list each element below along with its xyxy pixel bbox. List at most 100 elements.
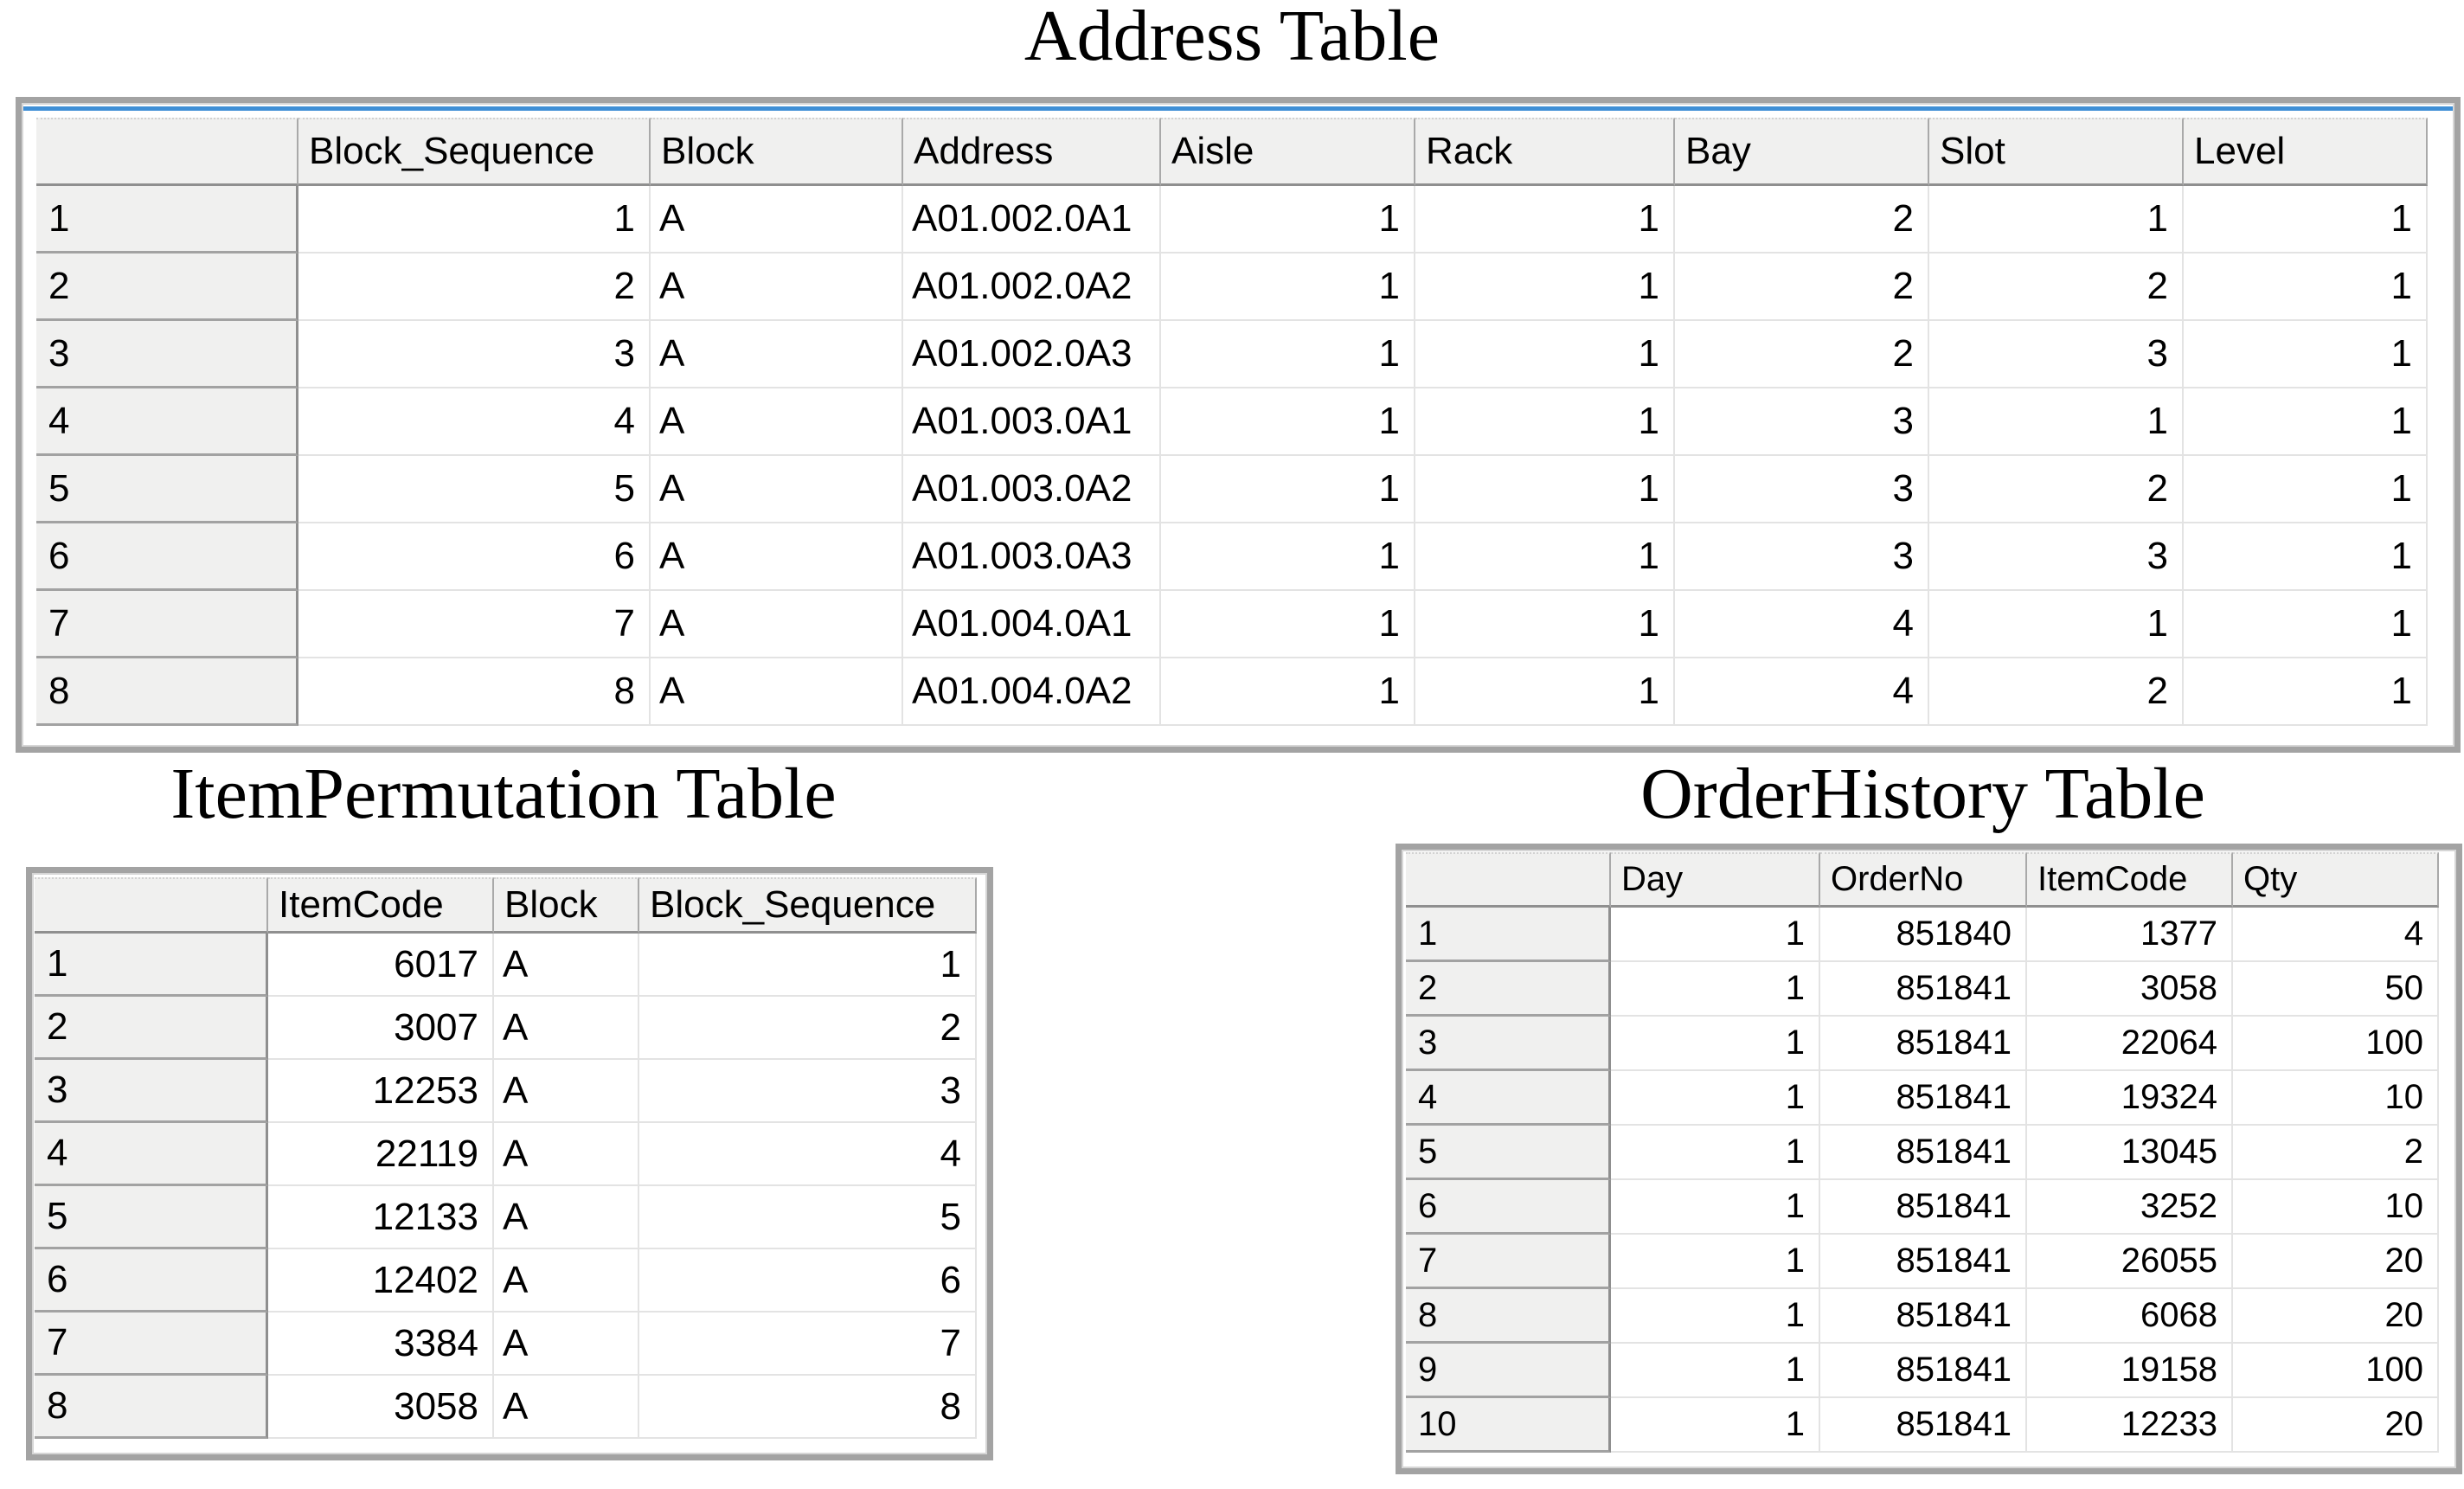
data-cell: 22064 [2027,1017,2233,1071]
column-header: Level [2184,118,2428,186]
data-cell: 851841 [1820,1126,2027,1180]
corner-header-cell [36,118,298,186]
column-header: Qty [2233,852,2439,908]
table-row: 2 1 851841 3058 50 [1406,962,2439,1017]
data-cell: A [651,321,903,388]
corner-header-cell [1406,852,1611,908]
column-header: ItemCode [2027,852,2233,908]
data-cell: 20 [2233,1289,2439,1344]
data-cell: 1 [639,934,977,997]
column-header: Bay [1675,118,1929,186]
data-cell: 20 [2233,1235,2439,1289]
table-row: 3 12253 A 3 [35,1060,977,1123]
order-history-table-panel: Day OrderNo ItemCode Qty 1 1 851840 1377 4 2 1… [1396,844,2462,1474]
column-header: Block_Sequence [298,118,651,186]
table-row: 10 1 851841 12233 20 [1406,1398,2439,1453]
row-header-cell: 3 [36,321,298,388]
row-header-cell: 4 [36,388,298,456]
table-row: 5 1 851841 13045 2 [1406,1126,2439,1180]
row-header-cell: 6 [35,1249,268,1313]
data-cell: 1 [2184,254,2428,321]
data-cell: 3 [1929,523,2184,591]
column-header: Block [494,877,639,934]
table-row: 9 1 851841 19158 100 [1406,1344,2439,1398]
item-permutation-table-title: ItemPermutation Table [170,754,837,834]
data-cell: 20 [2233,1398,2439,1453]
data-cell: 1 [1161,186,1415,254]
data-cell: 10 [2233,1180,2439,1235]
data-cell: A [651,523,903,591]
data-cell: 1 [1161,658,1415,726]
item-permutation-header-row: ItemCode Block Block_Sequence [35,877,977,934]
data-cell: 1 [1161,523,1415,591]
row-header-cell: 2 [1406,962,1611,1017]
table-row: 6 1 851841 3252 10 [1406,1180,2439,1235]
data-cell: 1 [1611,1017,1820,1071]
row-header-cell: 1 [35,934,268,997]
data-cell: 8 [298,658,651,726]
data-cell: 5 [639,1186,977,1249]
data-cell: 1 [1611,1289,1820,1344]
item-permutation-table-panel: ItemCode Block Block_Sequence 1 6017 A 1 2 30… [26,867,993,1460]
data-cell: 22119 [268,1123,494,1186]
data-cell: 4 [298,388,651,456]
column-header: Day [1611,852,1820,908]
data-cell: A01.004.0A1 [903,591,1161,658]
data-cell: 1 [1611,1235,1820,1289]
data-cell: A [494,1249,639,1313]
row-header-cell: 2 [35,997,268,1060]
address-data-grid: Block_Sequence Block Address Aisle Rack … [36,118,2428,726]
data-cell: 1 [1611,1180,1820,1235]
data-cell: 3384 [268,1313,494,1376]
row-header-cell: 7 [35,1313,268,1376]
blue-accent-line [23,106,2453,111]
row-header-cell: 6 [1406,1180,1611,1235]
row-header-cell: 1 [1406,908,1611,962]
table-row: 3 1 851841 22064 100 [1406,1017,2439,1071]
table-row: 3 3 A A01.002.0A3 1 1 2 3 1 [36,321,2428,388]
data-cell: 1 [2184,591,2428,658]
row-header-cell: 1 [36,186,298,254]
data-cell: A [494,1123,639,1186]
table-row: 2 3007 A 2 [35,997,977,1060]
row-header-cell: 7 [1406,1235,1611,1289]
data-cell: A01.002.0A2 [903,254,1161,321]
data-cell: 2 [1675,186,1929,254]
data-cell: A01.003.0A1 [903,388,1161,456]
address-table-panel: Block_Sequence Block Address Aisle Rack … [16,97,2461,753]
data-cell: 2 [1929,456,2184,523]
data-cell: 12253 [268,1060,494,1123]
data-cell: 1 [2184,388,2428,456]
data-cell: 1 [298,186,651,254]
table-row: 1 6017 A 1 [35,934,977,997]
address-table-title: Address Table [1023,0,1441,76]
data-cell: 1 [1929,591,2184,658]
table-row: 4 1 851841 19324 10 [1406,1071,2439,1126]
column-header: Rack [1415,118,1675,186]
column-header: Block [651,118,903,186]
row-header-cell: 8 [36,658,298,726]
data-cell: 4 [1675,658,1929,726]
data-cell: A [494,934,639,997]
data-cell: 1 [1611,1344,1820,1398]
data-cell: 1 [2184,321,2428,388]
data-cell: 3 [1929,321,2184,388]
column-header: OrderNo [1820,852,2027,908]
data-cell: A01.002.0A1 [903,186,1161,254]
data-cell: 12133 [268,1186,494,1249]
data-cell: 19324 [2027,1071,2233,1126]
data-cell: 2 [1675,254,1929,321]
data-cell: 1 [1611,1126,1820,1180]
row-header-cell: 8 [1406,1289,1611,1344]
row-header-cell: 5 [1406,1126,1611,1180]
data-cell: 6017 [268,934,494,997]
data-cell: 3 [639,1060,977,1123]
order-history-data-grid: Day OrderNo ItemCode Qty 1 1 851840 1377 4 2 1… [1406,852,2439,1453]
column-header: Slot [1929,118,2184,186]
data-cell: 1 [1611,1398,1820,1453]
data-cell: 5 [298,456,651,523]
data-cell: 3 [298,321,651,388]
column-header: Address [903,118,1161,186]
item-permutation-data-grid: ItemCode Block Block_Sequence 1 6017 A 1 2 30… [35,877,977,1439]
